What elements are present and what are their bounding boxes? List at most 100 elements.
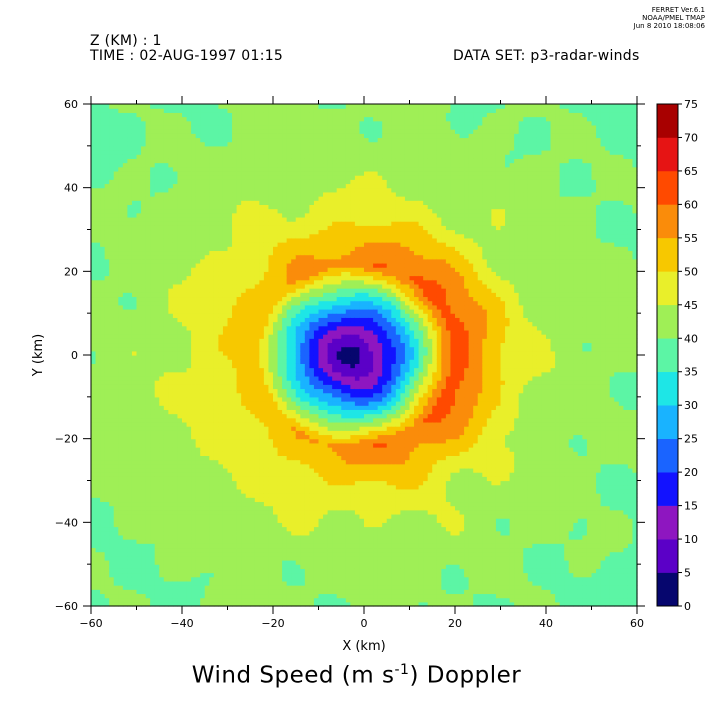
contour-cell <box>127 229 133 235</box>
contour-cell <box>241 208 247 214</box>
contour-cell <box>218 133 224 139</box>
contour-cell <box>182 501 188 507</box>
contour-cell <box>213 392 219 398</box>
contour-cell <box>209 484 215 490</box>
contour-cell <box>145 313 151 318</box>
contour-cell <box>204 585 210 590</box>
contour-cell <box>100 597 106 603</box>
contour-cell <box>263 166 270 172</box>
contour-cell <box>127 518 133 523</box>
contour-cell <box>100 388 106 394</box>
contour-cell <box>91 384 97 390</box>
contour-cell <box>273 254 279 260</box>
contour-cell <box>273 601 279 607</box>
contour-cell <box>163 593 169 599</box>
contour-cell <box>113 129 119 134</box>
contour-cell <box>263 179 270 185</box>
contour-cell <box>236 530 242 536</box>
contour-cell <box>204 438 210 444</box>
contour-cell <box>191 547 197 553</box>
contour-cell <box>122 543 128 549</box>
contour-cell <box>186 267 192 272</box>
contour-cell <box>118 543 124 549</box>
contour-cell <box>227 580 233 586</box>
contour-cell <box>186 317 192 323</box>
contour-cell <box>104 585 110 590</box>
contour-cell <box>259 271 265 277</box>
contour-cell <box>273 375 279 381</box>
contour-cell <box>182 262 188 268</box>
contour-cell <box>195 409 201 415</box>
contour-cell <box>163 534 169 540</box>
contour-cell <box>113 488 119 494</box>
contour-cell <box>177 363 183 369</box>
contour-cell <box>232 551 238 557</box>
contour-cell <box>95 300 101 306</box>
contour-cell <box>95 292 101 298</box>
contour-cell <box>113 229 119 235</box>
contour-cell <box>191 388 197 394</box>
contour-cell <box>182 380 188 385</box>
contour-cell <box>172 350 179 356</box>
contour-cell <box>204 212 210 218</box>
contour-cell <box>273 493 279 498</box>
contour-cell <box>141 250 147 256</box>
contour-cell <box>150 258 156 264</box>
contour-cell <box>209 183 215 189</box>
contour-cell <box>177 179 183 185</box>
contour-cell <box>91 476 97 482</box>
contour-cell <box>145 476 151 482</box>
contour-cell <box>122 191 128 197</box>
contour-cell <box>122 313 128 318</box>
contour-cell <box>213 522 219 528</box>
contour-cell <box>273 472 279 477</box>
contour-cell <box>259 133 265 139</box>
contour-cell <box>232 183 238 189</box>
contour-cell <box>109 292 115 298</box>
contour-cell <box>127 233 133 239</box>
contour-cell <box>273 141 279 147</box>
contour-cell <box>259 472 265 477</box>
contour-cell <box>159 279 165 285</box>
contour-cell <box>209 467 215 473</box>
contour-cell <box>122 225 128 231</box>
contour-cell <box>268 334 274 339</box>
contour-cell <box>145 304 151 310</box>
contour-cell <box>113 555 119 561</box>
contour-cell <box>200 401 206 406</box>
contour-cell <box>113 271 119 277</box>
contour-cell <box>136 158 142 164</box>
contour-cell <box>131 568 138 574</box>
contour-cell <box>136 363 142 369</box>
contour-cell <box>277 480 283 486</box>
contour-cell <box>191 526 197 532</box>
contour-cell <box>236 405 242 410</box>
contour-cell <box>222 166 229 172</box>
contour-cell <box>91 308 97 314</box>
contour-cell <box>131 480 138 486</box>
contour-cell <box>100 392 106 398</box>
contour-cell <box>141 384 147 390</box>
contour-cell <box>159 463 165 469</box>
contour-cell <box>209 112 215 118</box>
contour-cell <box>177 296 183 302</box>
contour-cell <box>168 170 174 176</box>
contour-cell <box>263 509 270 515</box>
contour-cell <box>95 325 101 331</box>
contour-cell <box>100 279 106 285</box>
contour-cell <box>145 179 151 185</box>
contour-cell <box>250 367 256 373</box>
contour-cell <box>254 388 260 394</box>
contour-cell <box>182 463 188 469</box>
contour-cell <box>118 321 124 327</box>
contour-cell <box>209 568 215 574</box>
contour-cell <box>127 384 133 390</box>
contour-cell <box>182 597 188 603</box>
contour-cell <box>254 447 260 452</box>
contour-cell <box>118 329 124 335</box>
contour-cell <box>163 497 169 503</box>
contour-cell <box>163 342 169 348</box>
contour-cell <box>277 534 283 540</box>
contour-cell <box>154 141 160 147</box>
contour-cell <box>236 455 242 461</box>
